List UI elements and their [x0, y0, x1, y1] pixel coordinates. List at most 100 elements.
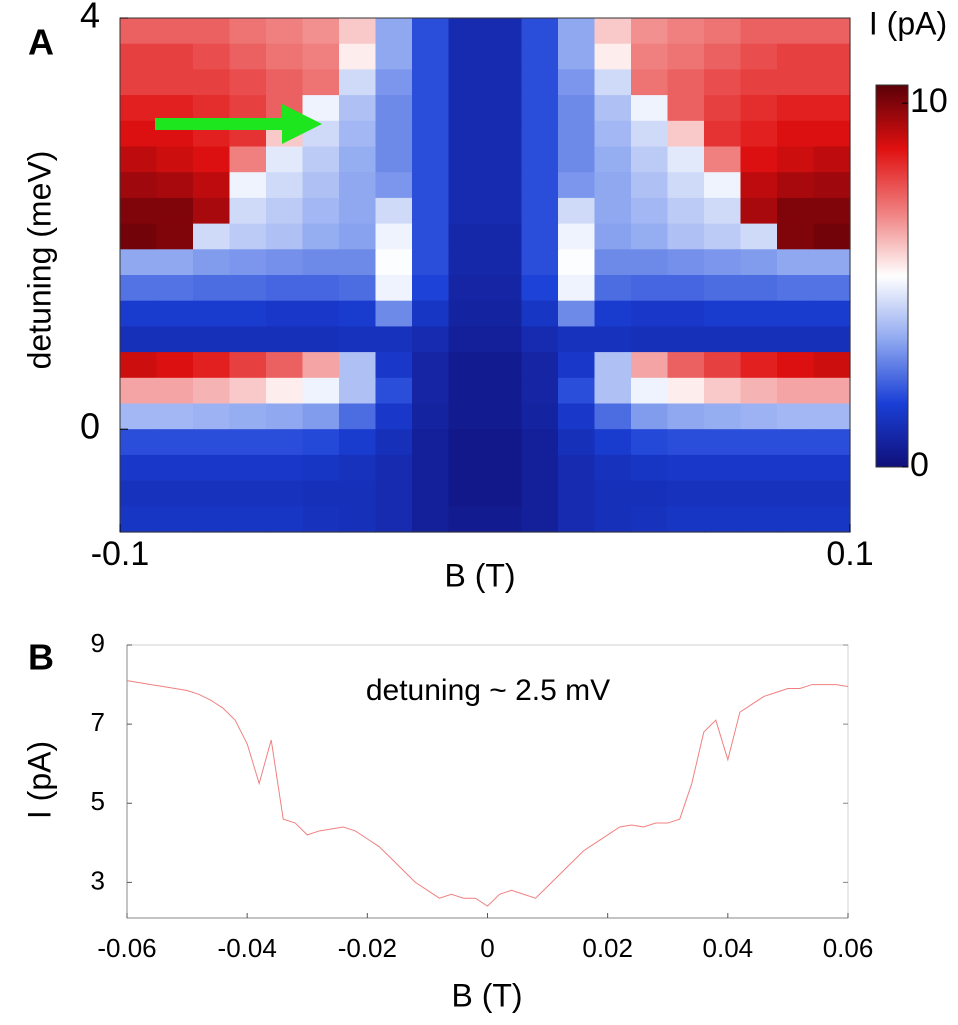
heatmap-cell — [193, 18, 231, 45]
panel-label: B — [28, 637, 54, 678]
heatmap-cell — [704, 326, 742, 353]
heatmap-cell — [631, 197, 669, 225]
heatmap-cell — [485, 377, 523, 405]
heatmap-cell — [667, 506, 705, 533]
x-tick-label: -0.02 — [338, 933, 397, 963]
colorbar-tick-label: 0 — [910, 446, 929, 484]
heatmap-cell — [704, 249, 742, 276]
heatmap-cell — [266, 197, 304, 225]
x-axis-label: B (T) — [444, 557, 515, 593]
heatmap-cell — [266, 69, 304, 96]
heatmap-cell — [558, 223, 596, 250]
heatmap-cell — [521, 480, 559, 507]
heatmap-cell — [266, 18, 304, 45]
heatmap-cell — [813, 95, 851, 122]
heatmap-cell — [302, 377, 340, 405]
heatmap-cell — [375, 377, 413, 405]
heatmap-cell — [448, 197, 486, 225]
heatmap-cell — [229, 403, 267, 430]
heatmap-cell — [594, 352, 632, 379]
heatmap-cell — [813, 146, 851, 173]
heatmap-cell — [813, 69, 851, 96]
heatmap-cell — [375, 223, 413, 250]
heatmap-cell — [266, 506, 304, 533]
heatmap-cell — [375, 454, 413, 482]
heatmap-cell — [412, 326, 450, 353]
heatmap-cell — [120, 120, 158, 148]
heatmap-cell — [375, 120, 413, 148]
heatmap-cell — [339, 172, 377, 199]
heatmap-cell — [667, 43, 705, 70]
heatmap-cell — [412, 429, 450, 456]
heatmap-cell — [193, 172, 231, 199]
heatmap-cell — [704, 300, 742, 327]
heatmap-cell — [558, 454, 596, 482]
heatmap-cell — [521, 18, 559, 45]
heatmap-cell — [777, 326, 815, 353]
heatmap-cell — [667, 454, 705, 482]
y-tick-label: 0 — [80, 406, 100, 447]
heatmap-cell — [777, 352, 815, 379]
heatmap-cell — [777, 377, 815, 405]
heatmap-cell — [302, 403, 340, 430]
x-tick-label: 0.06 — [823, 933, 874, 963]
heatmap-cell — [594, 506, 632, 533]
heatmap-cell — [412, 480, 450, 507]
heatmap-cell — [485, 506, 523, 533]
x-tick-label: -0.06 — [97, 933, 156, 963]
heatmap-cell — [120, 43, 158, 70]
heatmap-cell — [777, 69, 815, 96]
heatmap-cell — [740, 95, 778, 122]
heatmap-cell — [740, 480, 778, 507]
heatmap-cell — [412, 249, 450, 276]
heatmap-cell — [448, 403, 486, 430]
heatmap-cell — [120, 429, 158, 456]
heatmap-cell — [594, 172, 632, 199]
heatmap-cell — [120, 352, 158, 379]
heatmap-cell — [448, 300, 486, 327]
heatmap-cell — [558, 429, 596, 456]
heatmap-cell — [302, 197, 340, 225]
heatmap-cell — [521, 69, 559, 96]
heatmap-cell — [448, 275, 486, 302]
heatmap-cell — [594, 95, 632, 122]
colorbar-tick-label: 10 — [910, 82, 948, 120]
colorbar — [875, 84, 909, 468]
heatmap-cell — [704, 69, 742, 96]
heatmap-cell — [558, 352, 596, 379]
heatmap-cell — [448, 120, 486, 148]
heatmap-cell — [120, 197, 158, 225]
heatmap-cell — [777, 403, 815, 430]
heatmap-cell — [485, 249, 523, 276]
heatmap-cell — [558, 403, 596, 430]
heatmap-cell — [229, 454, 267, 482]
heatmap-cell — [667, 377, 705, 405]
heatmap-cell — [558, 146, 596, 173]
heatmap-cell — [193, 95, 231, 122]
heatmap-cell — [485, 454, 523, 482]
heatmap-cell — [594, 146, 632, 173]
heatmap-cell — [156, 275, 194, 302]
heatmap-cell — [120, 377, 158, 405]
heatmap-cell — [631, 120, 669, 148]
heatmap-cell — [193, 326, 231, 353]
heatmap-cell — [558, 480, 596, 507]
heatmap-cell — [339, 146, 377, 173]
heatmap-cell — [229, 172, 267, 199]
heatmap-cell — [667, 18, 705, 45]
heatmap-cell — [266, 480, 304, 507]
heatmap-cell — [485, 146, 523, 173]
heatmap-cell — [485, 197, 523, 225]
heatmap-cell — [740, 326, 778, 353]
heatmap-cell — [302, 95, 340, 122]
heatmap-cell — [704, 352, 742, 379]
heatmap-cell — [777, 223, 815, 250]
heatmap-cell — [813, 249, 851, 276]
heatmap-cell — [740, 223, 778, 250]
heatmap-cell — [777, 197, 815, 225]
heatmap-cell — [120, 95, 158, 122]
heatmap-cell — [521, 506, 559, 533]
heatmap-cell — [485, 480, 523, 507]
heatmap-cell — [375, 146, 413, 173]
heatmap-cell — [594, 249, 632, 276]
